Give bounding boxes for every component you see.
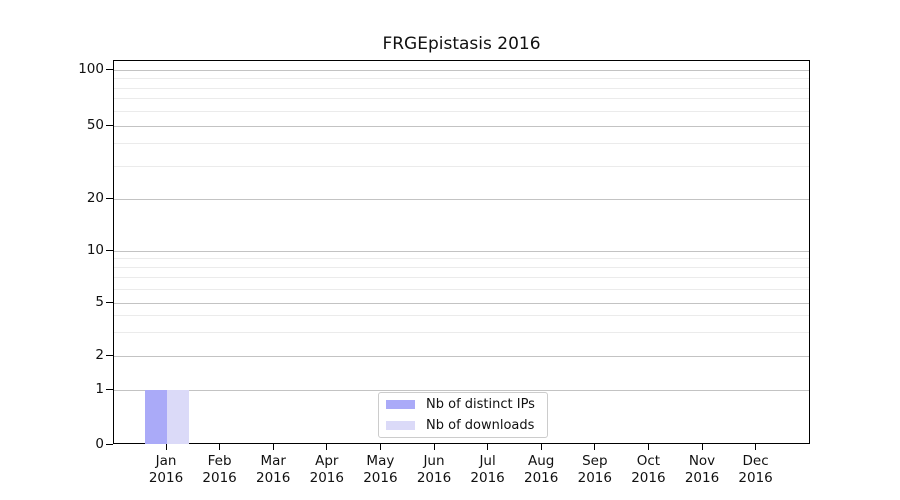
x-tick [647,444,649,450]
gridline-minor [114,98,809,100]
y-tick-label: 50 [86,117,104,133]
x-tick-label: Nov 2016 [684,453,720,486]
legend-label-downloads: Nb of downloads [426,418,535,433]
x-tick [433,444,435,450]
bar-distinct-ips-jan [145,390,167,444]
x-tick [219,444,221,450]
gridline-minor [114,315,809,317]
legend-item-downloads: Nb of downloads [386,418,547,433]
gridline-major [114,198,809,200]
y-tick-label: 2 [95,347,104,363]
x-tick-label: May 2016 [363,453,398,486]
y-tick-label: 10 [86,242,104,258]
gridline-major [114,355,809,357]
x-tick-label: Oct 2016 [631,453,666,486]
gridline-major [114,302,809,304]
gridlines-layer [114,61,809,443]
bars-layer [114,61,809,444]
gridline-major [114,69,809,71]
gridline-minor [114,267,809,269]
gridline-minor [114,332,809,334]
x-tick-label: Feb 2016 [202,453,237,486]
legend-swatch-downloads [386,421,415,430]
gridline-minor [114,78,809,79]
gridline-major [114,389,809,391]
chart-title: FRGEpistasis 2016 [382,34,541,54]
x-tick [487,444,489,450]
x-tick [701,444,703,450]
y-tick [106,301,113,303]
x-tick-label: Sep 2016 [577,453,612,486]
x-tick [755,444,757,450]
gridline-minor [114,277,809,279]
legend-swatch-distinct-ips [386,400,415,409]
y-tick [106,249,113,251]
x-tick [594,444,596,450]
x-tick-label: Jul 2016 [470,453,505,486]
x-tick [379,444,381,450]
y-tick [106,354,113,356]
x-tick-label: Jun 2016 [416,453,452,486]
gridline-minor [114,87,809,89]
x-tick-label: Apr 2016 [309,453,344,486]
gridline-minor [114,166,809,168]
gridline-major [114,125,809,127]
gridline-minor [114,258,809,260]
y-tick [106,443,113,445]
y-tick [106,124,113,126]
x-tick-label: Mar 2016 [256,453,291,486]
plot-area: Nb of distinct IPs Nb of downloads [113,60,810,444]
x-tick [272,444,274,450]
y-tick-label: 100 [78,61,104,77]
x-tick-label: Jan 2016 [148,453,184,486]
legend-label-distinct-ips: Nb of distinct IPs [426,397,535,412]
x-tick [540,444,542,450]
gridline-minor [114,110,809,112]
y-tick [106,68,113,70]
y-tick-label: 20 [86,190,104,206]
y-tick-label: 1 [95,381,104,397]
x-tick [326,444,328,450]
bar-downloads-jan [167,390,189,444]
y-tick [106,388,113,390]
gridline-major [114,250,809,252]
x-tick-label: Aug 2016 [524,453,559,486]
x-tick-label: Dec 2016 [738,453,773,486]
y-tick-label: 0 [95,436,104,452]
x-tick [165,444,167,450]
gridline-minor [114,288,809,290]
y-tick-label: 5 [95,294,104,310]
legend-item-distinct-ips: Nb of distinct IPs [386,397,547,412]
gridline-minor [114,143,809,145]
legend: Nb of distinct IPs Nb of downloads [378,392,548,438]
y-tick [106,197,113,199]
